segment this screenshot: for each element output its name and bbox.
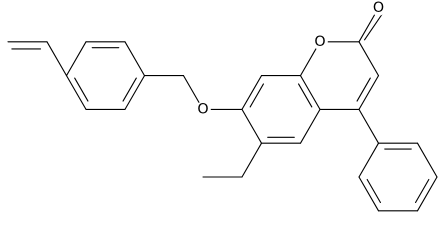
molecule: O O O	[7, 0, 438, 212]
bond	[358, 142, 380, 178]
label-backdrop	[370, 0, 387, 16]
bond	[124, 41, 146, 77]
bond	[358, 176, 380, 212]
structure-diagram: O O O	[7, 0, 438, 212]
bond	[299, 108, 321, 144]
double-bond-line	[74, 77, 89, 102]
ring-oxygen-label: O	[314, 34, 325, 50]
bond	[416, 142, 438, 178]
bond	[241, 108, 263, 144]
double-bond-line	[364, 10, 385, 41]
carbonyl-oxygen-label: O	[373, 0, 384, 16]
bond	[65, 41, 87, 77]
bond	[358, 75, 380, 110]
label-backdrop	[195, 101, 211, 118]
bond	[241, 75, 263, 110]
bond	[46, 41, 68, 77]
bond	[358, 41, 380, 77]
bond	[65, 75, 87, 110]
bond	[358, 108, 380, 144]
double-bond-line	[415, 178, 430, 204]
page: OOO (() => { const data = JSON.parse(doc…	[7, 0, 438, 212]
double-bond-line	[122, 77, 137, 102]
bond	[241, 142, 263, 178]
double-bond-line	[356, 77, 371, 102]
bond	[124, 75, 146, 110]
ether-oxygen-label: O	[197, 101, 208, 117]
bond	[416, 176, 438, 212]
bond	[299, 75, 321, 110]
double-bond-line	[249, 83, 264, 108]
label-backdrop	[312, 34, 328, 50]
double-bond-line	[298, 83, 313, 108]
double-bond-line	[366, 178, 381, 204]
